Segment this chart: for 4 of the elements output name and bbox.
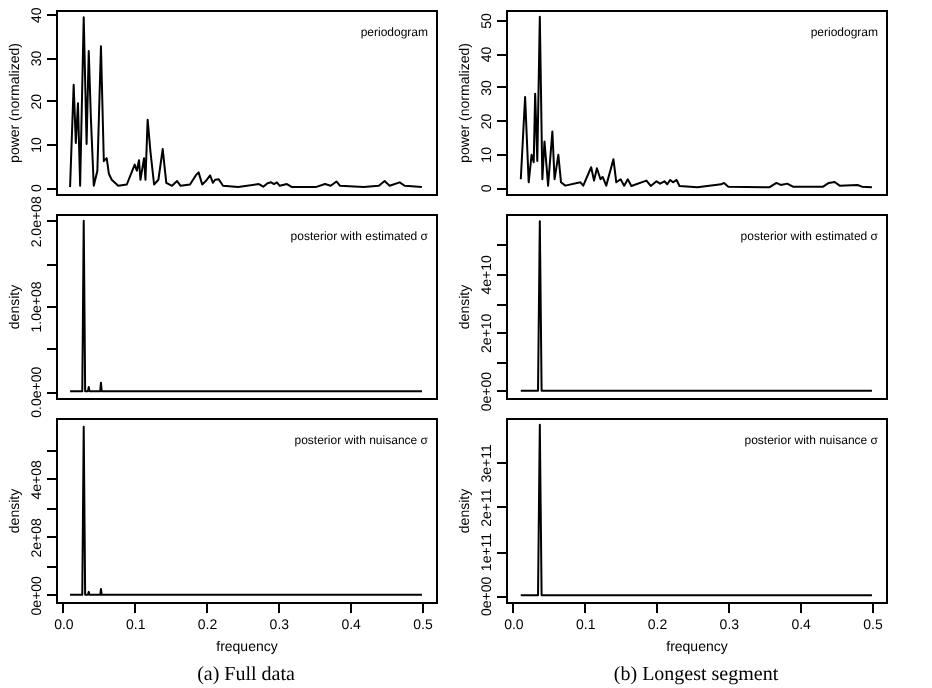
text: (b) Longest segment [613,664,779,686]
line-series [69,425,423,596]
text: (a) Full data [197,664,296,686]
line-series [69,219,423,393]
